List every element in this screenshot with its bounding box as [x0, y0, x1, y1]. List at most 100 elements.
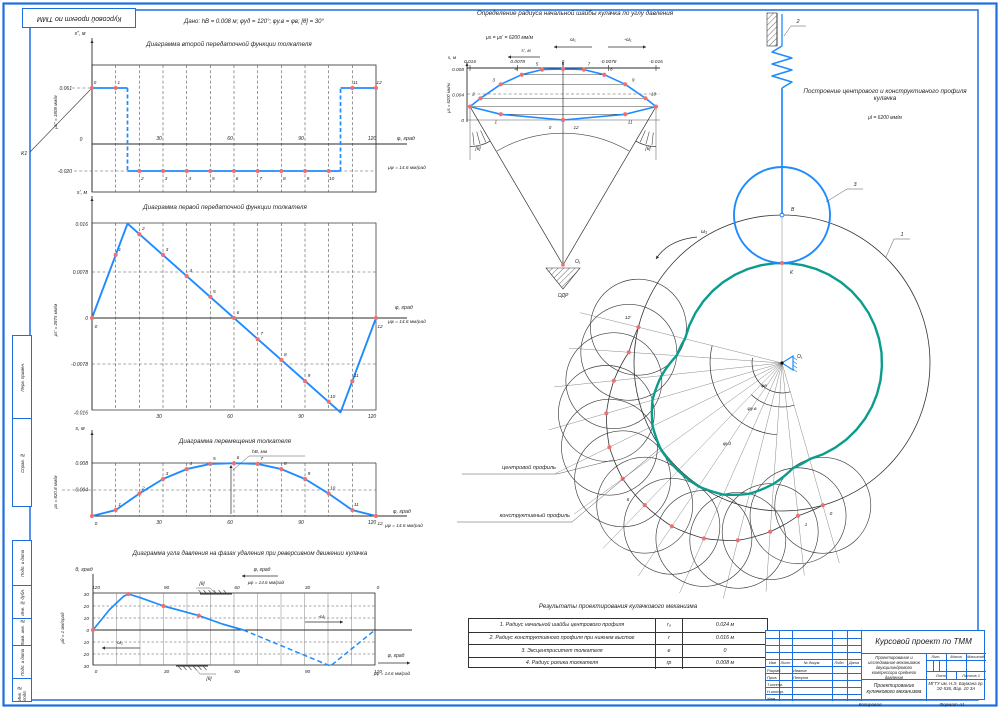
- stamp-role: Н.контр.: [767, 688, 784, 694]
- radial-line: [679, 362, 783, 594]
- hatch-tick: [187, 665, 192, 671]
- roller-position-circle: [558, 365, 655, 462]
- format-label: Формат А1: [939, 701, 965, 707]
- data-point-marker: [89, 315, 95, 321]
- label: s′, м: [77, 190, 88, 196]
- roller-position-circle: [689, 491, 787, 589]
- label: 7: [588, 62, 591, 67]
- arrow-head: [554, 45, 557, 49]
- hatch-tick: [645, 131, 650, 145]
- label: 0.004: [452, 93, 464, 99]
- frame-column-label: Справ. №: [19, 452, 25, 473]
- data-point-marker: [539, 67, 545, 72]
- label: 4: [514, 67, 517, 72]
- label: В: [791, 207, 795, 213]
- leader: [783, 25, 792, 37]
- label: 6: [627, 497, 630, 503]
- label: 12: [377, 521, 383, 527]
- data-point-marker: [350, 507, 355, 513]
- data-point-marker: [279, 168, 284, 174]
- stamp-header-col: Подп.: [834, 660, 845, 665]
- roller-position-circle: [596, 456, 694, 554]
- label: φ, град: [397, 136, 415, 142]
- stamp-scale: Масштаб: [967, 654, 985, 659]
- frame-column-box: Подп. и дата: [12, 645, 32, 680]
- arrow-head: [465, 63, 469, 66]
- data-point-marker: [560, 117, 566, 123]
- data-point-marker: [196, 613, 201, 618]
- result-symbol: r₀: [656, 619, 683, 632]
- label: К1: [21, 151, 27, 157]
- stamp-role: Пров.: [767, 674, 778, 680]
- frame-column-label: Подп. и дата: [19, 550, 25, 577]
- arrow-head: [340, 620, 343, 624]
- cam-construction-scale: μl = 6200 мм/м: [868, 115, 902, 121]
- stamp-line: [861, 653, 986, 654]
- data-point-marker: [208, 461, 213, 466]
- label: 60: [227, 136, 233, 142]
- roller-position-circle: [561, 398, 658, 496]
- label: [θ]: [474, 146, 481, 152]
- label: 7: [259, 176, 262, 182]
- arrow-head: [508, 55, 511, 59]
- stamp-line: [847, 631, 848, 701]
- stamp-line: [766, 687, 861, 688]
- data-point-marker: [498, 112, 503, 117]
- label: 0: [85, 316, 88, 322]
- label: 30: [156, 136, 162, 142]
- label: 0.061: [59, 86, 72, 92]
- construction-ray: [29, 87, 93, 153]
- stamp-lit: Лит.: [931, 654, 941, 659]
- label: μs = 820.8 мм/м: [53, 476, 58, 510]
- frame-column-box: Подп. и дата: [12, 540, 32, 587]
- hatch-tick: [480, 130, 487, 143]
- data-point-marker: [208, 294, 213, 299]
- data-point-marker: [623, 112, 628, 117]
- label: 11: [354, 502, 359, 508]
- radial-line: [555, 362, 783, 474]
- label: 10: [330, 394, 336, 400]
- roller-position-circle: [721, 483, 819, 580]
- label: 60: [234, 669, 240, 675]
- label: 90: [164, 585, 170, 591]
- label: s, м: [448, 56, 457, 61]
- stamp-sheets: Листов 1: [962, 672, 980, 678]
- data-point-marker: [620, 476, 625, 481]
- label: 0: [86, 628, 89, 634]
- data-point-marker: [302, 476, 308, 482]
- inner-frame: [29, 9, 979, 701]
- label: 12′: [625, 315, 632, 321]
- label: 5: [212, 176, 215, 182]
- label: 10: [330, 486, 336, 492]
- data-point-marker: [161, 603, 166, 609]
- result-name: 4. Радиус ролика толкателя: [469, 657, 656, 669]
- label: 3: [165, 176, 168, 182]
- theta-arc: [635, 140, 657, 147]
- stamp-line: [966, 653, 967, 679]
- label: 30: [156, 414, 162, 420]
- stamp-header-col: Изм: [768, 660, 777, 665]
- arrow-head: [90, 198, 94, 201]
- leader: [232, 455, 250, 471]
- label: 6: [237, 310, 240, 316]
- arrow-head: [656, 255, 660, 259]
- roller-position-circle: [749, 467, 847, 565]
- designation-text: Курсовой проект по ТММ: [36, 14, 122, 22]
- frame-column-label: Подп. и дата: [19, 649, 25, 676]
- result-value: 0.024 м: [715, 622, 735, 629]
- label: μφ = 14.6 мм/рад: [384, 523, 423, 529]
- label: 7: [260, 456, 263, 462]
- hatch-tick: [197, 665, 202, 671]
- stamp-role: Т.контр.: [767, 681, 784, 687]
- radial-line: [781, 362, 840, 564]
- data-point-marker: [160, 168, 166, 174]
- data-point-marker: [373, 315, 379, 321]
- result-value: 0.016 м: [715, 635, 735, 642]
- phase-diagram-scale: μs = μs′ = 6200 мм/м: [486, 35, 533, 41]
- data-point-marker: [636, 325, 641, 330]
- label: 20: [83, 652, 90, 658]
- data-point-marker: [611, 378, 616, 383]
- stamp-line: [779, 631, 780, 701]
- pivot-hatch: [792, 368, 798, 373]
